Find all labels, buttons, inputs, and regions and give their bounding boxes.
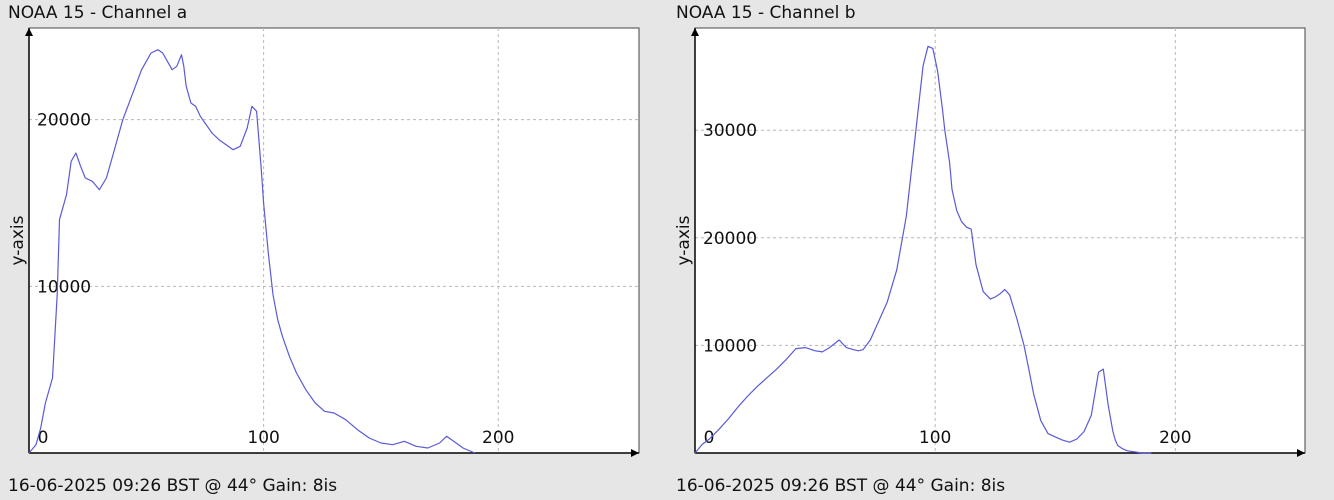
chart-channel-b: 0 100 200 10000 20000 30000 y-axis	[674, 27, 1306, 457]
x-tick-label: 200	[482, 428, 514, 448]
y-axis-arrow	[691, 28, 699, 36]
chart-panel-channel-a: NOAA 15 - Channel a 0 100 200 10000 20000 y-a…	[8, 3, 640, 496]
chart-panel-channel-b: NOAA 15 - Channel b 0 100 200 10000 20000 300…	[667, 0, 1334, 500]
y-axis-title: y-axis	[674, 215, 694, 265]
y-tick-label: 20000	[37, 111, 91, 131]
series-line	[694, 45, 1152, 454]
y-tick-label: 20000	[703, 229, 757, 249]
chart-footer: 16-06-2025 09:26 BST @ 44° Gain: 8is	[676, 476, 1006, 496]
chart-footer: 16-06-2025 09:26 BST @ 44° Gain: 8is	[8, 476, 338, 496]
series-line	[28, 49, 476, 454]
x-tick-label: 100	[247, 428, 279, 448]
x-tick-label: 0	[38, 428, 49, 448]
chart-channel-a: 0 100 200 10000 20000 y-axis	[8, 27, 640, 457]
y-tick-label: 10000	[703, 336, 757, 356]
y-tick-label: 30000	[703, 121, 757, 141]
chart-title: NOAA 15 - Channel b	[676, 3, 856, 23]
chart-title: NOAA 15 - Channel a	[8, 3, 188, 23]
y-axis-arrow	[25, 28, 33, 36]
plot-area	[28, 27, 640, 454]
x-axis-arrow	[631, 449, 639, 457]
x-tick-label: 0	[704, 428, 715, 448]
x-tick-label: 200	[1159, 428, 1191, 448]
x-axis-arrow	[1297, 449, 1305, 457]
plot-area	[694, 27, 1306, 454]
x-tick-label: 100	[919, 428, 951, 448]
y-tick-label: 10000	[37, 277, 91, 297]
y-axis-title: y-axis	[8, 215, 28, 265]
